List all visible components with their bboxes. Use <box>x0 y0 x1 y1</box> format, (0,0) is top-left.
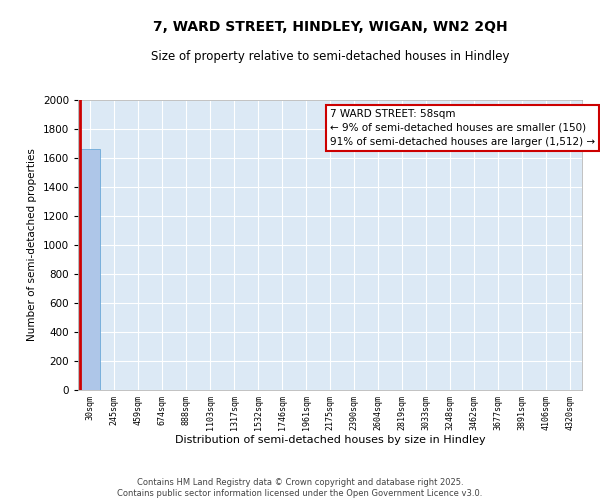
X-axis label: Distribution of semi-detached houses by size in Hindley: Distribution of semi-detached houses by … <box>175 436 485 446</box>
Text: 7, WARD STREET, HINDLEY, WIGAN, WN2 2QH: 7, WARD STREET, HINDLEY, WIGAN, WN2 2QH <box>152 20 508 34</box>
Text: 7 WARD STREET: 58sqm
← 9% of semi-detached houses are smaller (150)
91% of semi-: 7 WARD STREET: 58sqm ← 9% of semi-detach… <box>330 108 595 146</box>
Text: Contains HM Land Registry data © Crown copyright and database right 2025.
Contai: Contains HM Land Registry data © Crown c… <box>118 478 482 498</box>
Text: Size of property relative to semi-detached houses in Hindley: Size of property relative to semi-detach… <box>151 50 509 63</box>
Bar <box>80 149 100 390</box>
Y-axis label: Number of semi-detached properties: Number of semi-detached properties <box>27 148 37 342</box>
